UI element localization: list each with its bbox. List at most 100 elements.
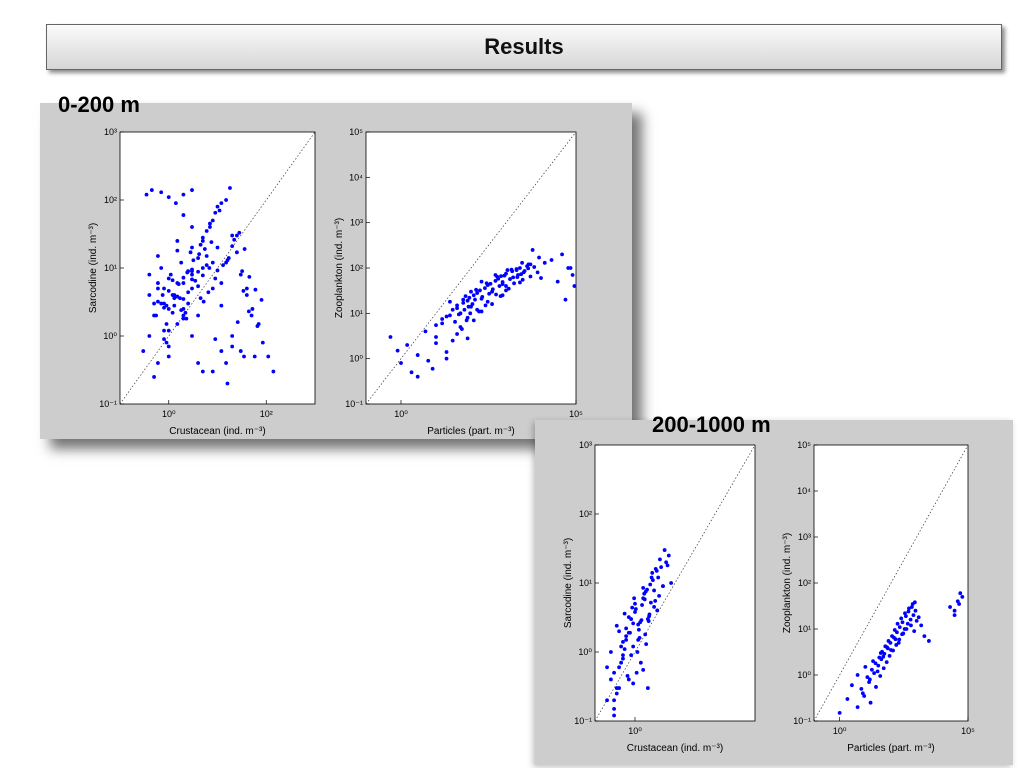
data-point bbox=[162, 286, 166, 291]
data-point bbox=[643, 632, 648, 637]
data-point bbox=[186, 290, 191, 295]
data-point bbox=[560, 252, 564, 257]
data-point bbox=[922, 634, 927, 639]
data-point bbox=[250, 307, 255, 311]
data-point bbox=[208, 225, 212, 229]
data-point bbox=[197, 252, 202, 257]
data-point bbox=[179, 260, 184, 265]
data-point bbox=[242, 354, 246, 359]
data-point bbox=[619, 660, 624, 665]
data-point bbox=[210, 369, 215, 374]
data-point bbox=[240, 269, 245, 274]
data-point bbox=[172, 293, 177, 297]
data-point bbox=[656, 575, 661, 580]
data-point bbox=[528, 274, 533, 279]
data-point bbox=[181, 275, 186, 280]
data-point bbox=[241, 289, 246, 293]
data-point bbox=[210, 218, 215, 223]
data-point bbox=[405, 343, 410, 347]
x-axis-label: Crustacean (ind. m⁻³) bbox=[169, 426, 265, 437]
data-point bbox=[204, 263, 209, 268]
data-point bbox=[234, 250, 239, 255]
data-point bbox=[181, 316, 186, 321]
data-point bbox=[650, 578, 655, 583]
data-point bbox=[632, 596, 637, 601]
data-point bbox=[498, 294, 503, 298]
data-point bbox=[878, 674, 883, 678]
data-point bbox=[172, 303, 177, 308]
data-point bbox=[526, 262, 531, 267]
y-tick-label: 10⁰ bbox=[578, 647, 592, 657]
data-point bbox=[855, 705, 860, 710]
y-tick-label: 10⁻¹ bbox=[793, 716, 811, 726]
x-axis-label: Crustacean (ind. m⁻³) bbox=[627, 743, 723, 754]
data-point bbox=[166, 276, 171, 281]
data-point bbox=[869, 667, 874, 672]
data-point bbox=[188, 250, 193, 255]
data-point bbox=[612, 706, 616, 711]
scatter-zooplankton-vs-particles-200-1000m: 10⁰ 10⁵ 10⁻¹ 10⁰ 10¹ 10² 10³ 10⁴ 10⁵ Particles (p… bbox=[782, 440, 975, 754]
data-point bbox=[207, 266, 212, 270]
data-point bbox=[493, 278, 498, 283]
data-point bbox=[891, 648, 895, 653]
y-tick-label: 10¹ bbox=[104, 263, 117, 273]
data-point bbox=[903, 614, 908, 619]
data-point bbox=[200, 369, 205, 374]
data-point bbox=[260, 340, 265, 345]
data-point bbox=[224, 198, 228, 202]
data-point bbox=[210, 260, 215, 265]
data-point bbox=[230, 344, 235, 349]
data-point bbox=[202, 247, 207, 251]
data-point bbox=[653, 567, 658, 571]
panel-label-0-200m: 0-200 m bbox=[58, 92, 140, 117]
data-point bbox=[159, 301, 164, 306]
data-point bbox=[614, 691, 619, 696]
data-point bbox=[850, 683, 854, 688]
data-point bbox=[166, 195, 171, 200]
data-point bbox=[149, 188, 154, 192]
data-point bbox=[209, 240, 214, 245]
y-tick-label: 10⁰ bbox=[797, 670, 811, 680]
data-point bbox=[549, 258, 554, 262]
data-point bbox=[895, 630, 899, 635]
y-tick-label: 10⁴ bbox=[349, 172, 363, 182]
data-point bbox=[530, 248, 535, 252]
data-point bbox=[868, 700, 873, 705]
data-point bbox=[460, 327, 464, 331]
data-point bbox=[234, 233, 239, 238]
data-point bbox=[958, 591, 963, 596]
data-point bbox=[483, 303, 488, 308]
y-tick-label: 10⁰ bbox=[103, 331, 117, 341]
data-point bbox=[622, 611, 627, 616]
data-point bbox=[221, 263, 225, 268]
data-point bbox=[200, 273, 205, 278]
data-point bbox=[426, 358, 431, 363]
data-point bbox=[906, 609, 911, 614]
data-point bbox=[462, 307, 467, 312]
data-point bbox=[519, 272, 523, 277]
data-point bbox=[175, 322, 180, 326]
data-point bbox=[230, 244, 235, 248]
data-point bbox=[635, 650, 640, 654]
data-point bbox=[617, 665, 621, 670]
data-point bbox=[532, 265, 537, 269]
data-point bbox=[881, 666, 886, 671]
data-point bbox=[912, 629, 917, 634]
y-tick-label: 10² bbox=[798, 578, 811, 588]
data-point bbox=[225, 381, 230, 386]
data-point bbox=[657, 594, 661, 598]
data-point bbox=[479, 279, 484, 284]
data-point bbox=[164, 340, 169, 345]
x-tick-label: 10⁰ bbox=[833, 726, 847, 736]
y-tick-label: 10³ bbox=[104, 127, 117, 137]
data-point bbox=[665, 563, 670, 568]
y-tick-label: 10³ bbox=[579, 440, 592, 450]
data-point bbox=[156, 361, 160, 365]
data-point bbox=[638, 620, 643, 625]
data-point bbox=[196, 284, 201, 289]
data-point bbox=[477, 309, 481, 314]
scatter-sarcodine-vs-crustacean-200-1000m: 10⁰ 10⁻¹ 10⁰ 10¹ 10² 10³ Crustacean (ind. m⁻³)… bbox=[563, 440, 756, 754]
data-point bbox=[518, 280, 522, 285]
data-point bbox=[520, 277, 525, 282]
data-point bbox=[948, 605, 952, 609]
